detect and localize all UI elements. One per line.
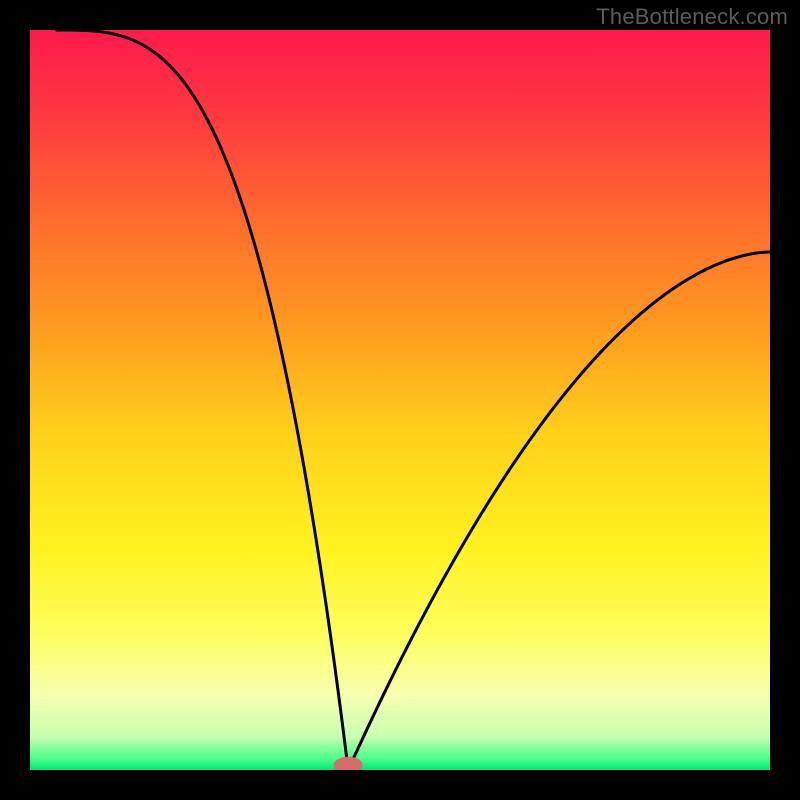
plot-svg <box>0 0 800 800</box>
watermark-text: TheBottleneck.com <box>596 4 788 30</box>
chart-container: TheBottleneck.com <box>0 0 800 800</box>
optimum-marker <box>334 757 362 773</box>
